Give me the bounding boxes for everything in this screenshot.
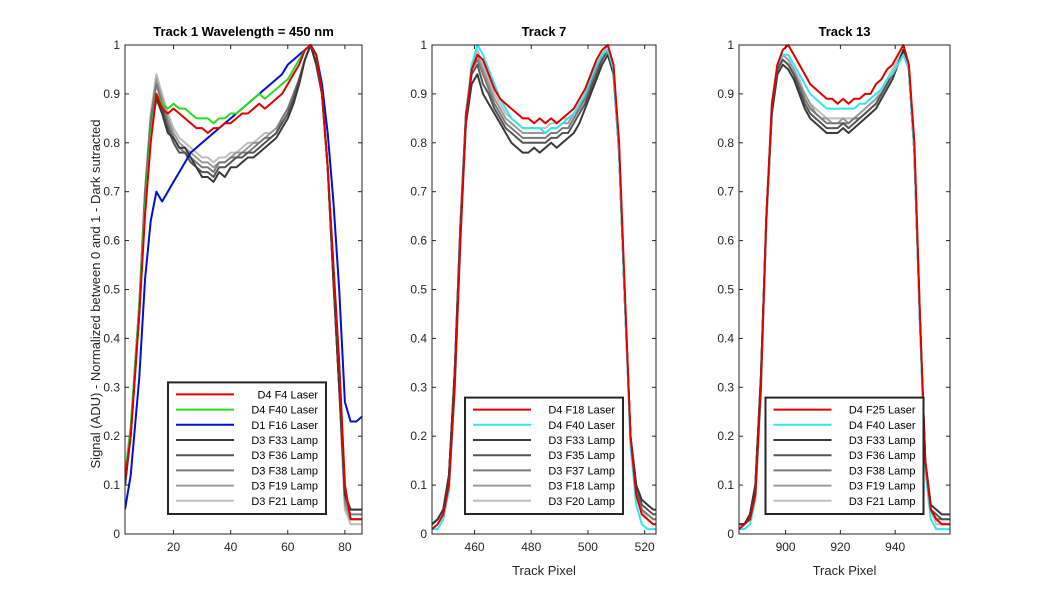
x-tick-label: 900 — [776, 540, 796, 554]
x-axis-title: Track Pixel — [813, 563, 877, 578]
y-tick-label: 0.9 — [103, 87, 120, 101]
legend-label: D3 F37 Lamp — [548, 465, 615, 477]
x-tick-label: 80 — [338, 540, 352, 554]
y-tick-label: 1 — [420, 38, 427, 52]
legend-label: D3 F38 Lamp — [849, 465, 916, 477]
y-tick-label: 0.9 — [717, 87, 734, 101]
y-tick-label: 0 — [113, 527, 120, 541]
y-tick-label: 0.3 — [103, 380, 120, 394]
axes-box — [738, 44, 951, 535]
y-tick-label: 0.8 — [410, 136, 427, 150]
x-tick-label: 500 — [578, 540, 598, 554]
y-tick-label: 0.1 — [717, 478, 734, 492]
y-tick-label: 0.6 — [410, 234, 427, 248]
series-group — [125, 44, 362, 526]
series-line-d4-f25-laser — [739, 44, 950, 530]
y-tick-label: 0.8 — [717, 136, 734, 150]
axes-box — [124, 44, 363, 535]
series-group — [739, 44, 950, 531]
chart-panel-1: Track 1 Wavelength = 450 nm 0 0.1 0.2 0.3 0.4… — [103, 24, 363, 554]
y-tick-label: 0.3 — [410, 380, 427, 394]
y-tick-label: 0.9 — [410, 87, 427, 101]
y-tick-label: 0.8 — [103, 136, 120, 150]
y-tick-label: 0.4 — [410, 331, 427, 345]
series-line-d4-f18-laser — [432, 44, 656, 530]
legend-box — [167, 381, 327, 515]
y-tick-label: 0.7 — [717, 185, 734, 199]
legend-label: D4 F40 Laser — [251, 405, 318, 417]
x-tick-label: 460 — [465, 540, 485, 554]
y-tick-label: 0.2 — [717, 429, 734, 443]
legend-label: D4 F40 Laser — [548, 420, 615, 432]
x-tick-label: 40 — [224, 540, 238, 554]
legend-label: D3 F33 Lamp — [548, 435, 615, 447]
legend-label: D1 F16 Laser — [251, 420, 318, 432]
x-tick-label: 60 — [281, 540, 295, 554]
legend-label: D3 F20 Lamp — [548, 496, 615, 508]
y-tick-label: 0.4 — [103, 331, 120, 345]
legend-label: D3 F19 Lamp — [849, 481, 916, 493]
axes-box — [431, 44, 657, 535]
y-tick-label: 1 — [727, 38, 734, 52]
y-tick-label: 0.1 — [410, 478, 427, 492]
y-tick-label: 0.2 — [103, 429, 120, 443]
legend-label: D4 F4 Laser — [257, 389, 318, 401]
legend-label: D3 F18 Lamp — [548, 481, 615, 493]
chart-panel-3: Track 13 0 0.1 0.2 0.3 0.4 0.5 0.6 0.7 0.8 0.9 1 900… — [717, 24, 951, 578]
y-axis-title: Signal (ADU) - Normalized between 0 and … — [88, 120, 103, 469]
legend: D4 F4 Laser D4 F40 Laser D1 F16 Laser D3 F3… — [167, 381, 327, 515]
legend-label: D3 F19 Lamp — [251, 481, 318, 493]
chart-panel-2: Track 7 0 0.1 0.2 0.3 0.4 0.5 0.6 0.7 0.8 0.9 1 460 4… — [410, 24, 657, 578]
legend: D4 F18 Laser D4 F40 Laser D3 F33 Lamp D3 F3… — [464, 396, 624, 516]
series-group — [432, 44, 656, 531]
y-tick-label: 0.7 — [410, 185, 427, 199]
y-tick-label: 0.5 — [103, 283, 120, 297]
legend-label: D4 F25 Laser — [849, 405, 916, 417]
x-tick-label: 20 — [167, 540, 181, 554]
y-tick-label: 0.7 — [103, 185, 120, 199]
legend-label: D3 F33 Lamp — [251, 435, 318, 447]
y-tick-label: 0 — [420, 527, 427, 541]
x-tick-label: 520 — [635, 540, 655, 554]
chart-title: Track 7 — [522, 24, 567, 39]
x-tick-label: 940 — [885, 540, 905, 554]
y-tick-label: 0.1 — [103, 478, 120, 492]
y-tick-label: 0 — [727, 527, 734, 541]
legend-label: D4 F18 Laser — [548, 405, 615, 417]
legend-label: D3 F38 Lamp — [251, 465, 318, 477]
y-tick-label: 0.3 — [717, 380, 734, 394]
legend-label: D3 F35 Lamp — [548, 450, 615, 462]
series-line-d4-f4-laser — [125, 44, 362, 521]
legend-label: D3 F21 Lamp — [251, 496, 318, 508]
y-tick-label: 0.4 — [717, 331, 734, 345]
chart-title: Track 1 Wavelength = 450 nm — [153, 24, 334, 39]
y-tick-label: 0.5 — [717, 283, 734, 297]
legend-label: D3 F36 Lamp — [251, 450, 318, 462]
y-tick-label: 1 — [113, 38, 120, 52]
legend-label: D3 F33 Lamp — [849, 435, 916, 447]
chart-title: Track 13 — [818, 24, 870, 39]
legend-label: D3 F21 Lamp — [849, 496, 916, 508]
x-axis-title: Track Pixel — [512, 563, 576, 578]
x-tick-label: 480 — [521, 540, 541, 554]
y-tick-label: 0.2 — [410, 429, 427, 443]
y-tick-label: 0.6 — [103, 234, 120, 248]
legend: D4 F25 Laser D4 F40 Laser D3 F33 Lamp D3 F3… — [764, 396, 925, 516]
y-tick-label: 0.5 — [410, 283, 427, 297]
legend-label: D4 F40 Laser — [849, 420, 916, 432]
legend-label: D3 F36 Lamp — [849, 450, 916, 462]
y-tick-label: 0.6 — [717, 234, 734, 248]
x-tick-label: 920 — [830, 540, 850, 554]
